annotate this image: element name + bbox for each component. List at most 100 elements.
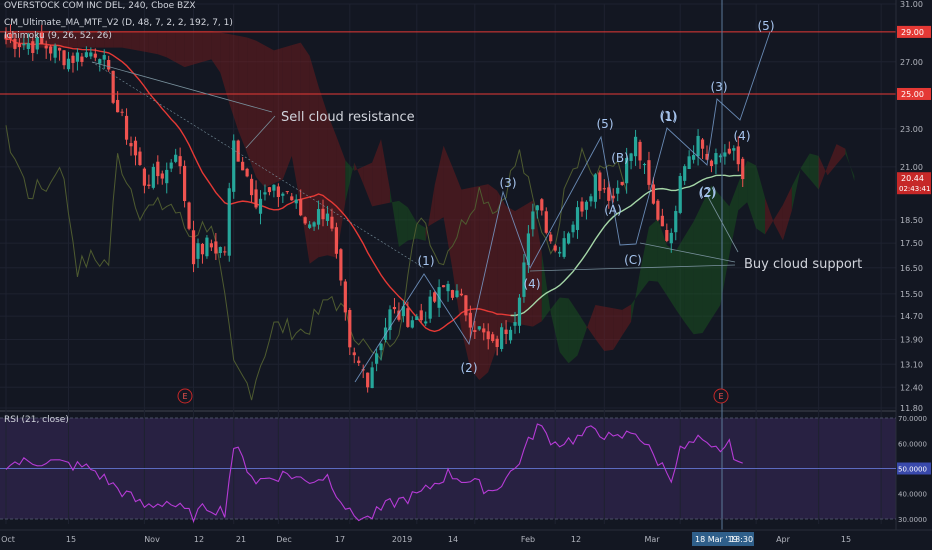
rsi-tick: 30.0000 [898, 516, 927, 524]
candle-body [535, 205, 539, 211]
candle-body [241, 161, 245, 171]
candle-body [714, 153, 718, 165]
annotation-line [91, 61, 273, 113]
candle-body [174, 154, 178, 162]
candle-body [602, 188, 606, 190]
candle-body [486, 331, 490, 340]
candle-body [245, 168, 249, 177]
cloud-segment [131, 30, 140, 51]
candle-body [459, 293, 464, 296]
rsi-tick: 70.0000 [898, 415, 927, 423]
cloud-segment [247, 37, 257, 178]
cloud-segment [648, 218, 658, 282]
candle-body [656, 200, 660, 220]
candle-body [66, 58, 71, 70]
candle-body [214, 241, 218, 254]
cloud-segment [336, 136, 346, 258]
cloud-segment [139, 30, 149, 53]
price-level-tag [897, 25, 931, 38]
candle-body [419, 310, 423, 321]
candle-body [468, 312, 472, 328]
wave-label: (B) [611, 151, 629, 165]
candle-body [544, 211, 548, 233]
price-tick: 12.40 [900, 383, 923, 392]
candle-body [584, 201, 589, 210]
candle-body [120, 111, 124, 113]
candle-body [89, 52, 93, 57]
candle-body [598, 172, 602, 191]
price-tick: 21.00 [900, 163, 923, 172]
price-tick: 14.70 [900, 312, 923, 321]
candle-body [205, 237, 209, 257]
cloud-segment [684, 221, 694, 335]
annotation-text: Sell cloud resistance [281, 110, 415, 125]
candle-body [187, 202, 191, 229]
wave-label: (1) [660, 109, 677, 123]
candle-body [232, 140, 236, 192]
rsi-value-tag [897, 462, 931, 475]
candle-body [558, 251, 562, 254]
candle-body [607, 187, 611, 201]
candle-body [379, 343, 383, 351]
price-tick: 17.50 [900, 239, 923, 248]
price-tick: 13.10 [900, 360, 923, 369]
candle-body [678, 176, 682, 213]
candle-body [223, 251, 227, 253]
candle-body [84, 52, 88, 58]
cloud-segment [318, 86, 328, 258]
candle-body [124, 115, 129, 140]
candle-body [71, 55, 75, 63]
price-tick: 11.80 [900, 404, 923, 413]
candle-body [272, 184, 276, 191]
time-tick: 2019 [392, 535, 412, 544]
last-price-tag [897, 172, 931, 195]
candle-body [339, 249, 343, 281]
candle-body [517, 297, 522, 326]
candle-body [285, 191, 289, 193]
candle-body [22, 43, 26, 46]
wave-label: (A) [604, 203, 622, 217]
cloud-segment [613, 308, 623, 350]
annotation-line [706, 194, 739, 253]
annotation-line [639, 242, 736, 263]
candle-body [482, 328, 486, 333]
cloud-segment [175, 30, 185, 68]
candle-body [504, 329, 508, 335]
price-tick: 13.90 [900, 335, 923, 344]
candle-body [633, 136, 638, 157]
candle-body [299, 199, 303, 216]
cloud-segment [68, 30, 78, 48]
candle-body [151, 166, 155, 188]
cloud-segment [515, 205, 524, 325]
candle-body [308, 224, 312, 228]
candle-body [31, 41, 35, 53]
cloud-segment [604, 306, 614, 351]
candle-body [647, 160, 651, 185]
cloud-segment [756, 165, 766, 235]
candle-body [692, 155, 696, 160]
cloud-segment [461, 187, 471, 369]
candle-body [410, 320, 414, 328]
wave-label: (2) [699, 186, 716, 200]
wave-label: (2) [461, 361, 478, 375]
legend-ichimoku: Ichimoku (9, 26, 52, 26) [4, 31, 112, 41]
cloud-segment [443, 145, 453, 270]
candle-body [316, 209, 321, 225]
cloud-segment [381, 139, 390, 205]
time-tick: 15 [841, 535, 851, 544]
candle-body [687, 156, 691, 169]
candle-body [477, 326, 481, 330]
ma-line-green [510, 174, 743, 317]
cloud-segment [122, 30, 132, 50]
price-level-label: 25.00 [901, 90, 924, 99]
candle-body [276, 186, 280, 198]
candle-body [549, 234, 553, 242]
candle-body [290, 196, 294, 201]
candle-body [111, 70, 115, 103]
annotation-line [529, 264, 736, 272]
legend-rsi: RSI (21, close) [4, 415, 69, 425]
candle-body [249, 178, 254, 196]
candle-body [446, 283, 450, 292]
candle-body [303, 217, 307, 224]
